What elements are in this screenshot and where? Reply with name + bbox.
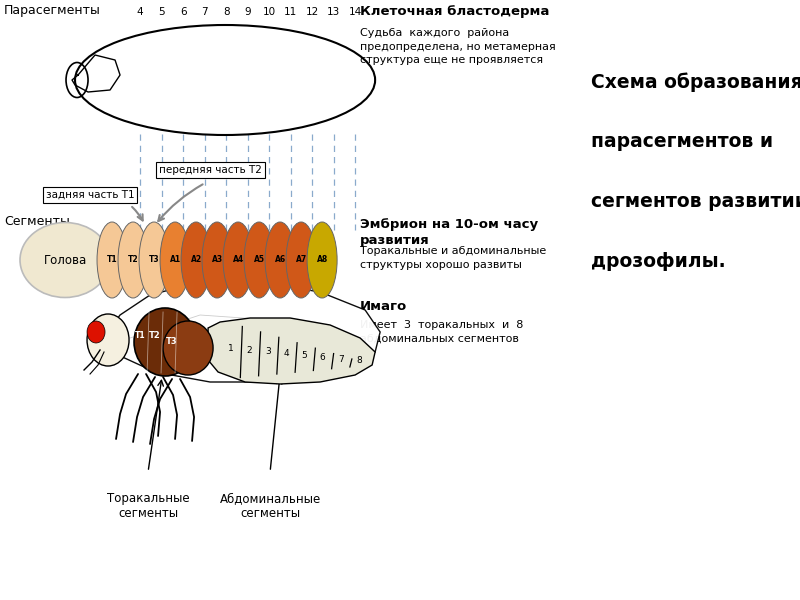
Text: 8: 8 <box>356 356 362 365</box>
Text: Абдоминальные
сегменты: Абдоминальные сегменты <box>219 492 321 520</box>
Text: Клеточная бластодерма: Клеточная бластодерма <box>360 5 550 18</box>
Polygon shape <box>208 318 375 384</box>
Text: A2: A2 <box>190 256 202 265</box>
Ellipse shape <box>139 222 169 298</box>
Ellipse shape <box>202 222 232 298</box>
Text: Торакальные и абдоминальные
структуры хорошо развиты: Торакальные и абдоминальные структуры хо… <box>360 246 546 269</box>
Text: 6: 6 <box>320 353 326 362</box>
Text: задняя часть Т1: задняя часть Т1 <box>46 190 134 200</box>
Ellipse shape <box>286 222 316 298</box>
Ellipse shape <box>307 222 337 298</box>
Text: Парасегменты: Парасегменты <box>4 4 101 17</box>
Text: 12: 12 <box>306 7 318 17</box>
Text: 7: 7 <box>202 7 208 17</box>
Ellipse shape <box>223 222 253 298</box>
Ellipse shape <box>134 308 196 376</box>
Text: дрозофилы.: дрозофилы. <box>591 252 726 271</box>
Text: 6: 6 <box>180 7 186 17</box>
Text: Судьба  каждого  района
предопределена, но метамерная
структура еще не проявляет: Судьба каждого района предопределена, но… <box>360 28 556 65</box>
Text: парасегментов и: парасегментов и <box>591 132 773 151</box>
Ellipse shape <box>181 222 211 298</box>
Text: A4: A4 <box>233 256 244 265</box>
Text: A3: A3 <box>211 256 222 265</box>
Ellipse shape <box>97 222 127 298</box>
Text: 4: 4 <box>137 7 143 17</box>
Text: Сегменты: Сегменты <box>4 215 70 228</box>
Text: A8: A8 <box>317 256 328 265</box>
Text: 10: 10 <box>262 7 276 17</box>
Text: 5: 5 <box>158 7 165 17</box>
Text: A5: A5 <box>254 256 265 265</box>
Text: 5: 5 <box>302 351 307 360</box>
Text: A7: A7 <box>295 256 306 265</box>
Text: Схема образования: Схема образования <box>591 72 800 92</box>
Text: 14: 14 <box>349 7 362 17</box>
Ellipse shape <box>87 321 105 343</box>
Ellipse shape <box>244 222 274 298</box>
Text: T3: T3 <box>166 337 178 346</box>
Text: T1: T1 <box>134 331 146 340</box>
Ellipse shape <box>20 223 110 298</box>
Text: 3: 3 <box>265 347 270 356</box>
Text: Эмбрион на 10-ом часу
развития: Эмбрион на 10-ом часу развития <box>360 218 538 247</box>
Polygon shape <box>105 282 380 382</box>
Text: 9: 9 <box>244 7 251 17</box>
Ellipse shape <box>87 314 129 366</box>
Text: 1: 1 <box>228 344 234 353</box>
Text: сегментов развитии: сегментов развитии <box>591 192 800 211</box>
Text: T2: T2 <box>128 256 138 265</box>
Text: Имаго: Имаго <box>360 300 407 313</box>
Text: A1: A1 <box>170 256 181 265</box>
Ellipse shape <box>160 222 190 298</box>
Text: T2: T2 <box>149 331 161 340</box>
Text: Имеет  3  торакальных  и  8
абдоминальных сегментов: Имеет 3 торакальных и 8 абдоминальных се… <box>360 320 523 344</box>
Text: T3: T3 <box>149 256 159 265</box>
Ellipse shape <box>118 222 148 298</box>
Text: 13: 13 <box>327 7 340 17</box>
Text: 4: 4 <box>283 349 289 358</box>
Text: T1: T1 <box>106 256 118 265</box>
Text: Торакальные
сегменты: Торакальные сегменты <box>106 492 190 520</box>
Text: 7: 7 <box>338 355 344 364</box>
Text: 11: 11 <box>284 7 298 17</box>
Text: A6: A6 <box>274 256 286 265</box>
Text: 2: 2 <box>246 346 252 355</box>
Text: передняя часть Т2: передняя часть Т2 <box>158 165 262 175</box>
Text: Голова: Голова <box>43 253 86 266</box>
Ellipse shape <box>265 222 295 298</box>
Ellipse shape <box>163 321 213 375</box>
Text: 8: 8 <box>222 7 230 17</box>
